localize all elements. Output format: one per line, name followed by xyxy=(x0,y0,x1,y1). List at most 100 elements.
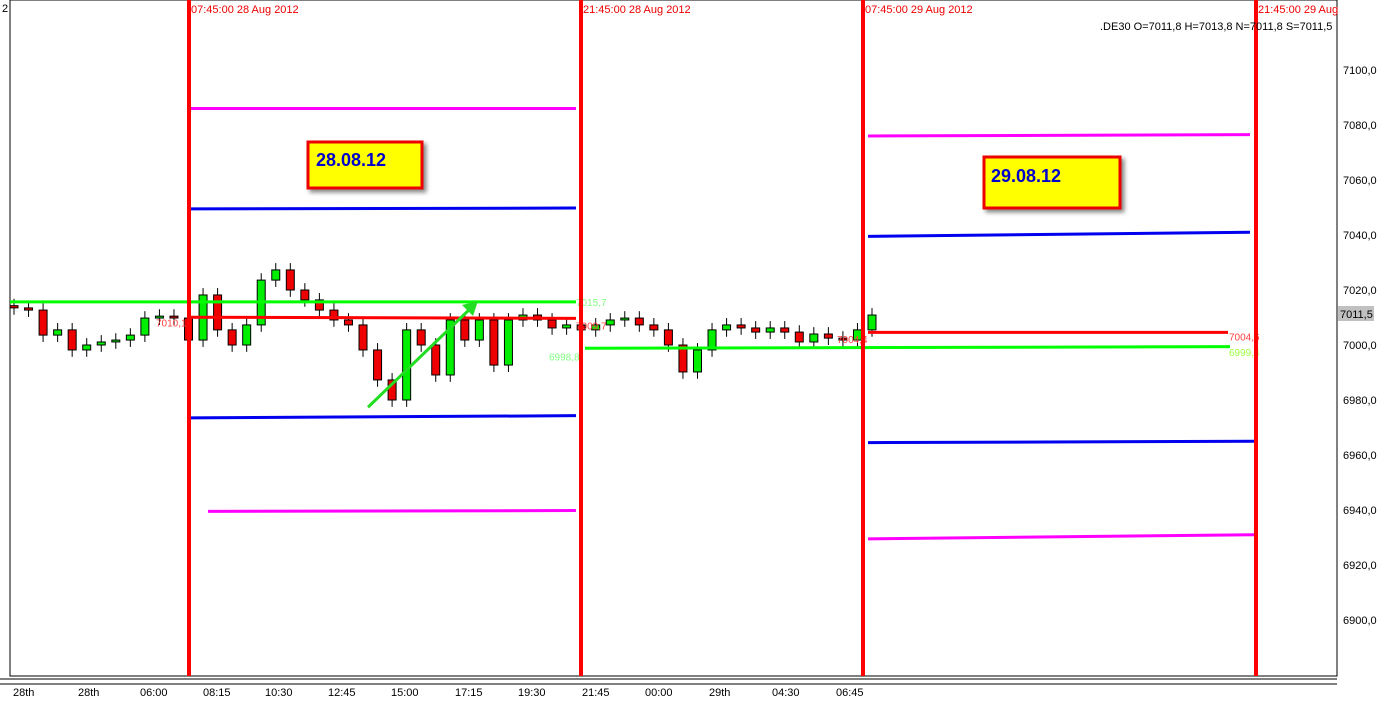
label-red-night: 7004,4 xyxy=(837,335,868,346)
candle-body xyxy=(96,341,106,346)
x-tick-label: 08:15 xyxy=(203,687,231,699)
candle-body xyxy=(154,315,164,319)
candle-body xyxy=(823,333,833,339)
label-green-28: 7015,7 xyxy=(576,298,607,309)
candle-body xyxy=(445,319,455,376)
x-tick-label: 00:00 xyxy=(645,687,673,699)
x-tick-label: 28th xyxy=(13,687,34,699)
candle-body xyxy=(605,319,615,326)
candle-body xyxy=(285,269,295,291)
candle-body xyxy=(838,337,848,341)
candle-body xyxy=(649,324,659,331)
level-magenta-low-29 xyxy=(867,533,1255,541)
candle-body xyxy=(809,333,819,343)
candle-body xyxy=(663,329,673,346)
y-tick-label: 6960,0 xyxy=(1343,450,1377,462)
session-label: 07:45:00 28 Aug 2012 xyxy=(191,4,299,16)
candle-body xyxy=(111,339,121,343)
label-green-night: 6998,8 xyxy=(549,353,580,364)
candle-body xyxy=(489,319,499,366)
x-tick-label: 29th xyxy=(709,687,730,699)
y-tick-label: 7060,0 xyxy=(1343,175,1377,187)
label-red-28-left: 7010,1 xyxy=(156,319,187,330)
level-blue-high-28 xyxy=(189,206,577,211)
candle-body xyxy=(431,344,441,376)
y-tick-label: 6920,0 xyxy=(1343,560,1377,572)
candle-body xyxy=(620,317,630,321)
x-tick-label: 17:15 xyxy=(455,687,483,699)
candle-body xyxy=(707,329,717,351)
session-label: 21:45:00 29 Aug xyxy=(1258,4,1338,16)
candle-body xyxy=(736,324,746,329)
candle-body xyxy=(67,329,77,351)
y-tick-label: 6980,0 xyxy=(1343,395,1377,407)
level-blue-high-29 xyxy=(867,230,1251,238)
level-blue-low-28 xyxy=(189,414,577,420)
candle-body xyxy=(24,307,34,311)
candle-body xyxy=(125,334,135,341)
level-magenta-high-29 xyxy=(867,133,1251,138)
candle-body xyxy=(751,327,761,333)
trend-arrow-head xyxy=(462,301,478,316)
session-label: 21:45:00 28 Aug 2012 xyxy=(583,4,691,16)
candle-body xyxy=(402,329,412,401)
x-tick-label: 19:30 xyxy=(518,687,546,699)
x-tick-label: 21:45 xyxy=(582,687,610,699)
candle-body xyxy=(242,324,252,346)
box-label: 28.08.12 xyxy=(316,150,386,170)
candle-body xyxy=(38,309,48,336)
level-blue-low-29 xyxy=(867,439,1255,445)
candle-body xyxy=(358,324,368,351)
level-magenta-low-28 xyxy=(207,509,577,513)
candle-body xyxy=(547,319,557,329)
candle-body xyxy=(794,331,804,343)
x-tick-label: 10:30 xyxy=(265,687,293,699)
y-tick-label: 7040,0 xyxy=(1343,230,1377,242)
x-tick-label: 15:00 xyxy=(391,687,419,699)
y-tick-label: 7020,0 xyxy=(1343,285,1377,297)
box-label: 29.08.12 xyxy=(991,166,1061,186)
level-red-28 xyxy=(189,315,577,320)
corner-label: 2 xyxy=(2,3,8,15)
candle-body xyxy=(82,344,92,351)
y-tick-label: 7100,0 xyxy=(1343,65,1377,77)
candle-body xyxy=(140,317,150,336)
x-tick-label: 04:30 xyxy=(772,687,800,699)
label-red-28-right: 7009,7 xyxy=(576,321,607,332)
candle-body xyxy=(169,315,179,319)
candle-body xyxy=(460,319,470,341)
label-green-29: 6999,4 xyxy=(1229,348,1260,359)
candle-body xyxy=(562,324,572,329)
x-tick-label: 28th xyxy=(78,687,99,699)
candle-body xyxy=(678,344,688,373)
y-tick-label: 7000,0 xyxy=(1343,340,1377,352)
candle-body xyxy=(591,324,601,331)
candle-body xyxy=(503,319,513,366)
candle-body xyxy=(780,327,790,333)
y-tick-label: 7080,0 xyxy=(1343,120,1377,132)
last-price-marker xyxy=(1338,306,1374,321)
x-tick-label: 06:00 xyxy=(140,687,168,699)
candle-body xyxy=(343,319,353,326)
level-green-night xyxy=(584,345,1231,350)
candle-body xyxy=(53,329,63,336)
candle-body xyxy=(416,329,426,346)
candle-body xyxy=(474,319,484,341)
candle-body xyxy=(765,327,775,333)
candle-body xyxy=(227,329,237,346)
trend-arrow xyxy=(366,305,474,409)
box-29-08-12: 29.08.12 xyxy=(982,155,1122,210)
candle-body xyxy=(722,324,732,331)
candle-body xyxy=(271,269,281,281)
candle-body xyxy=(213,294,223,331)
candle-body xyxy=(634,317,644,326)
y-tick-label: 6940,0 xyxy=(1343,505,1377,517)
candle-body xyxy=(692,349,702,373)
candle-body xyxy=(329,309,339,321)
candle-body xyxy=(300,289,310,301)
y-tick-label: 6900,0 xyxy=(1343,615,1377,627)
instrument-readout: .DE30 O=7011,8 H=7013,8 N=7011,8 S=7011,… xyxy=(1100,21,1332,33)
x-tick-label: 12:45 xyxy=(328,687,356,699)
